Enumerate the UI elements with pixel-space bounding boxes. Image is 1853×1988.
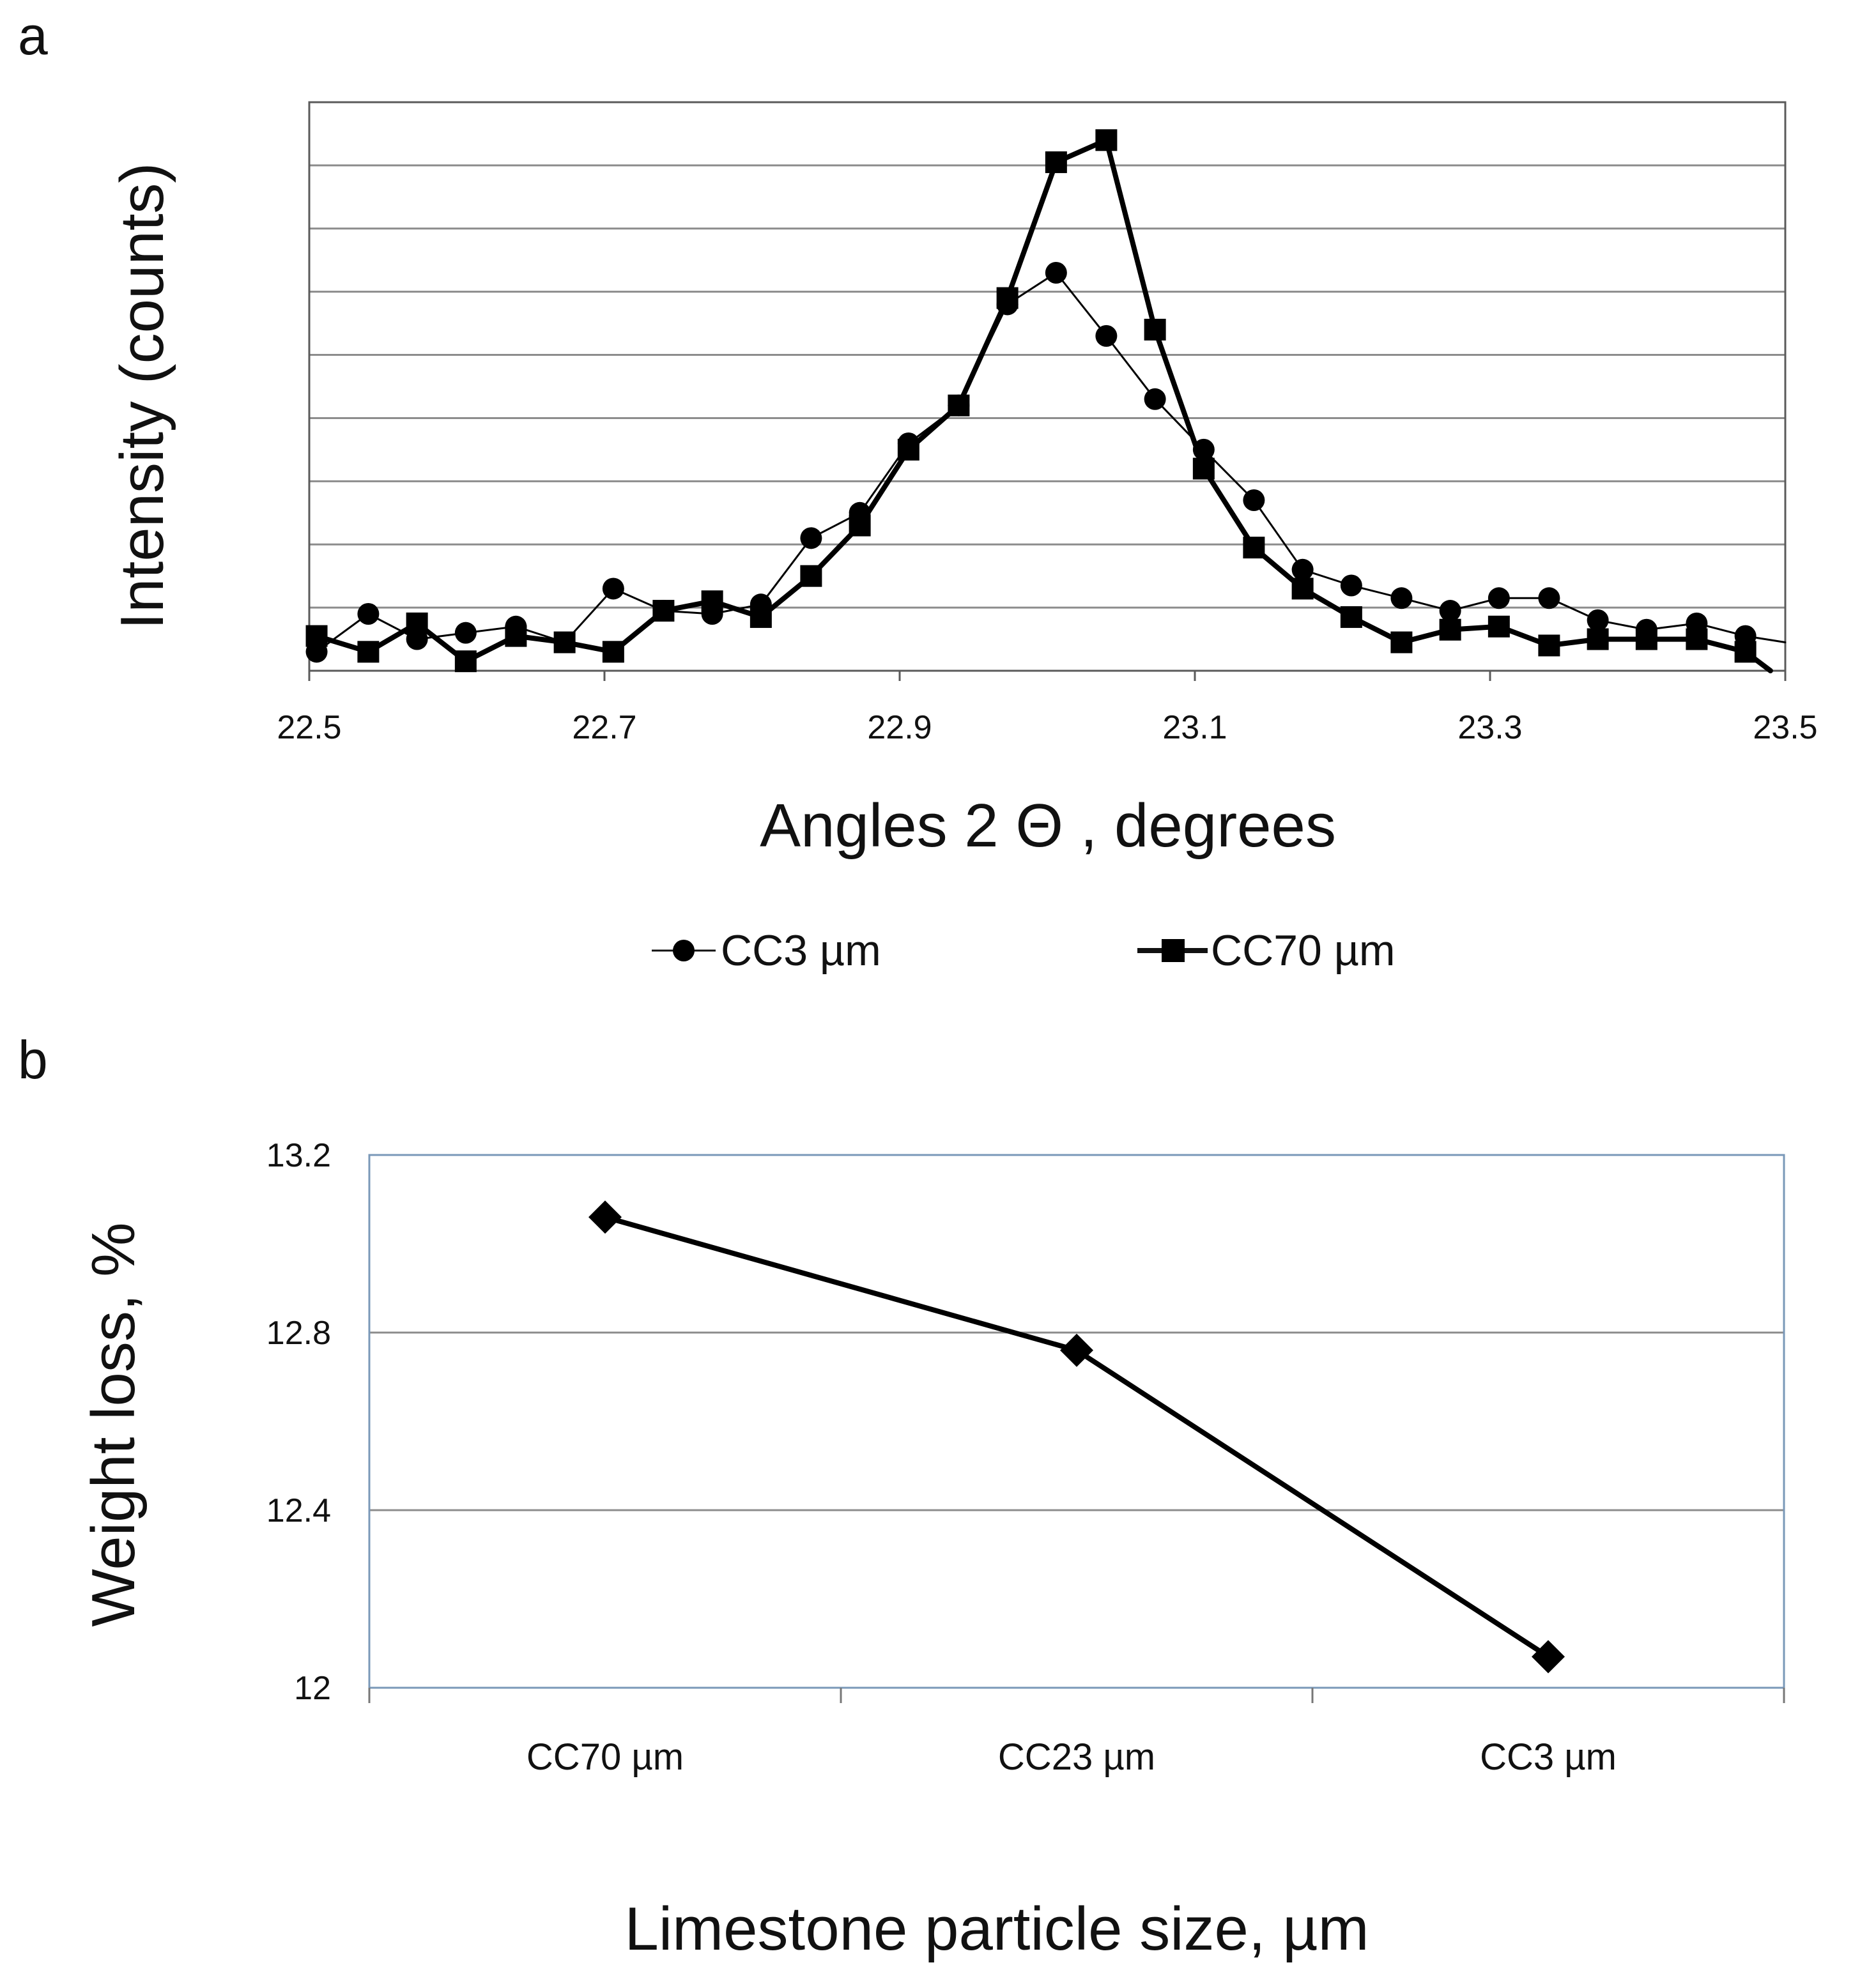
cc70-data-point xyxy=(1587,628,1609,650)
cc3-data-point xyxy=(1144,388,1166,410)
weight-loss-plot: 12 12.4 12.8 13.2 CC70 µm CC23 µm CC3 µm xyxy=(266,1137,1785,1778)
weight-loss-y-tick-label: 12.4 xyxy=(266,1492,331,1529)
cc70-data-point xyxy=(1340,606,1362,628)
cc70-data-point xyxy=(1144,319,1166,340)
legend-cc3-label: CC3 µm xyxy=(721,926,881,975)
cc70-data-point xyxy=(897,438,919,461)
cc70-data-point xyxy=(1538,634,1560,657)
weight-loss-data-point xyxy=(1532,1640,1565,1674)
cc70-data-point xyxy=(1291,577,1314,600)
cc3-data-point xyxy=(1095,325,1118,347)
intensity-series-line-cc3 xyxy=(316,271,1787,653)
cc70-data-point xyxy=(357,641,380,663)
intensity-x-tick-label: 23.3 xyxy=(1457,709,1522,746)
weight-loss-y-tick-label: 12.8 xyxy=(266,1315,331,1352)
intensity-gridlines xyxy=(309,101,1785,609)
cc70-data-point xyxy=(1734,641,1757,663)
intensity-series xyxy=(305,129,1787,673)
cc70-data-point xyxy=(305,625,328,647)
cc3-data-point xyxy=(357,603,380,625)
cc70-data-point xyxy=(1243,537,1265,559)
weight-loss-series xyxy=(588,1200,1565,1674)
cc70-data-point xyxy=(1686,628,1708,650)
cc70-data-point xyxy=(1488,615,1510,638)
weight-loss-y-ticks: 12 12.4 12.8 13.2 xyxy=(266,1137,331,1707)
legend-cc70-marker xyxy=(1162,939,1185,962)
cc3-data-point xyxy=(1340,574,1362,597)
cc70-data-point xyxy=(849,514,871,537)
weight-loss-category-label: CC70 µm xyxy=(527,1736,684,1778)
intensity-x-tick-label: 23.1 xyxy=(1162,709,1227,746)
cc70-data-point xyxy=(454,650,477,673)
cc3-data-point xyxy=(1439,600,1461,622)
weight-loss-y-tick-label: 13.2 xyxy=(266,1137,331,1174)
cc70-data-point xyxy=(996,287,1019,309)
cc70-data-point xyxy=(1045,151,1067,173)
cc70-data-point xyxy=(1439,618,1461,641)
cc70-data-point xyxy=(1390,631,1413,654)
cc70-data-point xyxy=(602,641,624,663)
panel-a-label: a xyxy=(18,6,48,66)
cc3-data-point xyxy=(1538,587,1560,609)
intensity-x-ticks: 22.5 22.7 22.9 23.1 23.3 23.5 xyxy=(277,671,1818,746)
cc3-data-point xyxy=(1390,587,1413,609)
weight-loss-y-axis-title: Weight loss, % xyxy=(79,1222,148,1626)
weight-loss-data-point xyxy=(588,1200,622,1234)
intensity-x-axis-title: Angles 2 Θ , degrees xyxy=(760,791,1336,860)
cc70-data-point xyxy=(406,612,428,634)
cc70-data-point xyxy=(1635,628,1657,650)
intensity-plot-frame xyxy=(308,101,1787,672)
cc70-data-point xyxy=(1192,457,1215,480)
weight-loss-x-axis-title: Limestone particle size, µm xyxy=(624,1895,1369,1963)
panel-b-label: b xyxy=(18,1030,48,1090)
intensity-x-tick-label: 22.7 xyxy=(572,709,636,746)
cc70-data-point xyxy=(553,631,576,654)
weight-loss-gridlines xyxy=(369,1154,1784,1689)
weight-loss-y-tick-label: 12 xyxy=(294,1670,331,1707)
legend-cc3-marker xyxy=(673,940,695,961)
cc3-data-point xyxy=(1045,262,1067,284)
weight-loss-categories: CC70 µm CC23 µm CC3 µm xyxy=(368,1688,1785,1778)
cc70-data-point xyxy=(1095,129,1118,151)
cc3-data-point xyxy=(454,622,477,644)
cc3-data-point xyxy=(1587,609,1609,631)
cc3-data-point xyxy=(1243,489,1265,511)
cc3-data-point xyxy=(1488,587,1510,609)
cc3-data-point xyxy=(602,577,624,600)
weight-loss-series-line xyxy=(604,1214,1550,1659)
weight-loss-data-point xyxy=(1060,1333,1093,1367)
intensity-y-axis-title: Intensity (counts) xyxy=(108,163,176,630)
weight-loss-category-label: CC3 µm xyxy=(1480,1736,1617,1778)
cc70-data-point xyxy=(800,565,822,587)
intensity-plot: 22.5 22.7 22.9 23.1 23.3 23.5 xyxy=(277,101,1818,746)
intensity-x-tick-label: 23.5 xyxy=(1753,709,1817,746)
intensity-legend: CC3 µm CC70 µm xyxy=(652,926,1396,975)
cc3-data-point xyxy=(1291,558,1314,581)
weight-loss-category-label: CC23 µm xyxy=(998,1736,1155,1778)
legend-cc70-label: CC70 µm xyxy=(1211,926,1396,975)
cc70-data-point xyxy=(750,606,772,628)
cc70-data-point xyxy=(652,600,675,622)
cc70-data-point xyxy=(701,590,723,613)
cc70-data-point xyxy=(505,625,527,647)
cc3-data-point xyxy=(800,527,822,549)
intensity-x-tick-label: 22.9 xyxy=(867,709,932,746)
intensity-x-tick-label: 22.5 xyxy=(277,709,341,746)
weight-loss-plot-frame xyxy=(368,1154,1785,1689)
cc70-data-point xyxy=(948,394,970,417)
